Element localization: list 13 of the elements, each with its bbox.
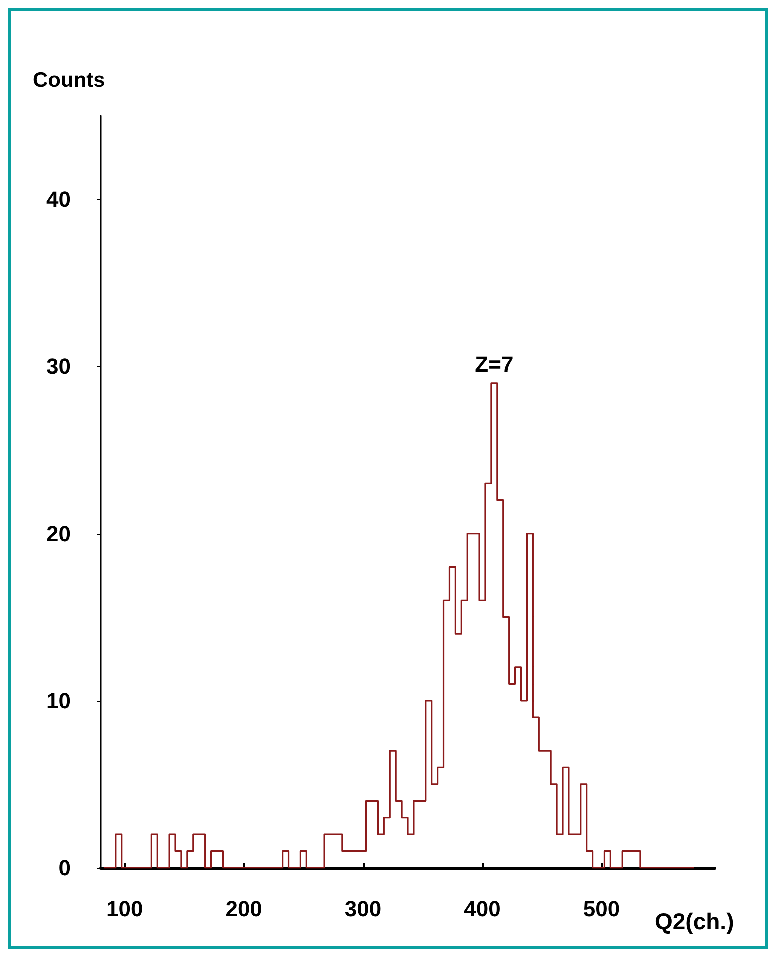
y-axis-title: Counts bbox=[33, 69, 106, 92]
y-tick-label: 40 bbox=[46, 187, 71, 212]
y-tick-label: 10 bbox=[46, 688, 71, 714]
x-axis-title: Q2(ch.) bbox=[655, 908, 734, 934]
x-tick-label: 500 bbox=[583, 896, 620, 922]
x-tick-label: 100 bbox=[106, 896, 144, 922]
y-tick-label: 30 bbox=[46, 354, 71, 380]
annotation: Z=7 bbox=[475, 352, 514, 377]
y-tick-label: 0 bbox=[58, 856, 71, 880]
x-tick-label: 400 bbox=[464, 896, 501, 922]
y-tick-label: 20 bbox=[46, 521, 71, 546]
x-tick-label: 200 bbox=[226, 896, 262, 922]
x-tick-label: 300 bbox=[344, 896, 382, 922]
